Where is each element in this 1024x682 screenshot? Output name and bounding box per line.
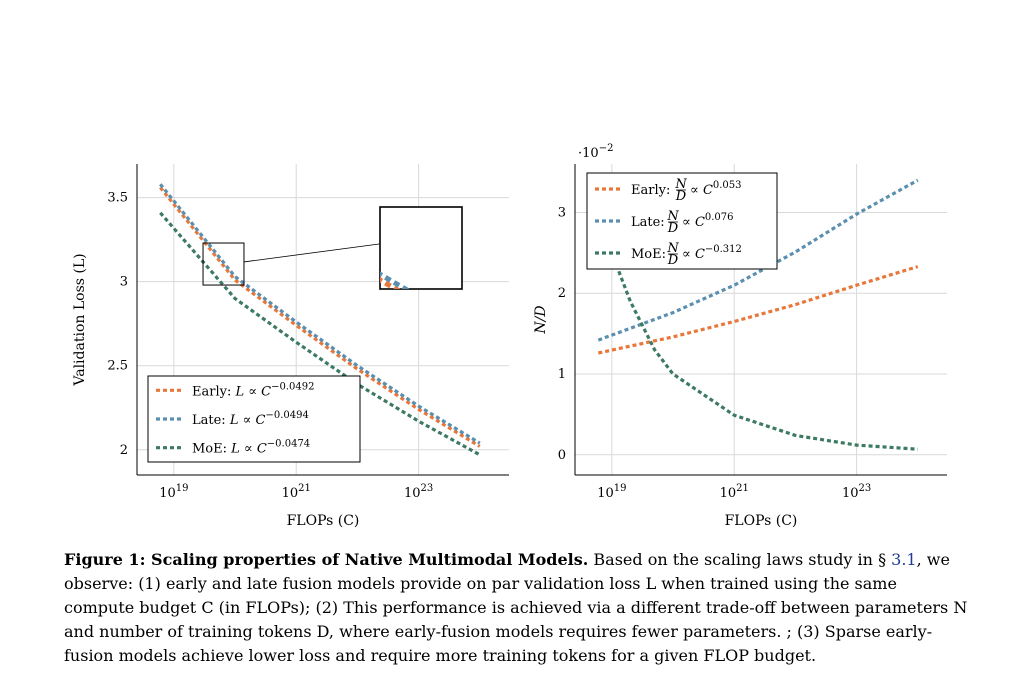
x-tick-base-1: 10	[720, 486, 737, 501]
y-axis-label: N/D	[533, 305, 549, 334]
legend-label-early: Early:	[631, 183, 670, 198]
series-line-late	[597, 178, 919, 342]
legend-c-early: C	[703, 183, 713, 198]
legend-label-moe: MoE:	[631, 247, 666, 262]
legend-label-moe: MoE: L ∝ C−0.0474	[192, 439, 310, 457]
legend-frac-num-moe: N	[666, 241, 679, 256]
x-axis-label: FLOPs (C)	[287, 513, 360, 529]
y-tick-label-3: 3	[558, 205, 566, 220]
y-axis-label: Validation Loss (L)	[72, 253, 88, 386]
zoom-series-moe	[377, 309, 453, 351]
y-multiplier-base: ·10	[578, 146, 599, 161]
legend-name-late: Late:	[192, 413, 230, 428]
legend-frac-den-early: D	[675, 189, 687, 204]
legend-exp-late: 0.076	[705, 212, 734, 223]
series-line-early	[159, 186, 481, 448]
x-tick-label-0: 1019	[159, 483, 188, 501]
x-tick-exp-1: 21	[298, 483, 311, 494]
legend-c-moe: C	[257, 442, 267, 457]
legend-exp-early: 0.053	[713, 180, 742, 191]
legend-frac-den-late: D	[667, 221, 679, 236]
y-tick-label-2: 3	[120, 275, 128, 290]
legend-c-early: C	[261, 384, 271, 399]
legend-frac-num-early: N	[674, 177, 687, 192]
legend-exp-moe: −0.0474	[267, 439, 310, 450]
legend-c-moe: C	[695, 247, 705, 262]
legend-box	[147, 375, 361, 463]
legend-prop-moe: ∝	[240, 442, 257, 457]
x-tick-label-1: 1021	[282, 483, 311, 501]
legend-name-early: Early:	[192, 384, 235, 399]
legend-rest-moe: ∝ C−0.312	[682, 244, 742, 262]
figure-caption: Figure 1: Scaling properties of Native M…	[64, 548, 968, 668]
legend-exp-late: −0.0494	[265, 410, 308, 421]
x-tick-label-2: 1023	[842, 483, 871, 501]
legend-rest-early: ∝ C0.053	[690, 180, 742, 198]
legend-prop-late: ∝	[682, 215, 695, 230]
caption-text-before-ref: Based on the scaling laws study in §	[588, 550, 892, 569]
zoom-source-box	[202, 242, 245, 286]
x-tick-base-2: 10	[842, 486, 859, 501]
zoom-series-early	[380, 277, 401, 289]
x-tick-label-2: 1023	[404, 483, 433, 501]
legend-name-moe: MoE:	[631, 247, 666, 262]
y-tick-label-3: 3.5	[107, 191, 128, 206]
x-tick-exp-2: 23	[421, 483, 434, 494]
y-multiplier-exp: −2	[599, 143, 614, 154]
zoom-series-late	[380, 271, 411, 289]
legend-name-late: Late:	[631, 215, 665, 230]
zoom-inset-box	[379, 206, 463, 290]
y-tick-label-1: 2.5	[107, 359, 128, 374]
legend-exp-early: −0.0492	[271, 381, 314, 392]
y-tick-label-0: 2	[120, 443, 128, 458]
y-tick-label-0: 0	[558, 448, 566, 463]
legend-c-late: C	[695, 215, 705, 230]
x-tick-label-0: 1019	[597, 483, 626, 501]
x-axis-label: FLOPs (C)	[725, 513, 798, 529]
x-tick-exp-0: 19	[614, 483, 627, 494]
legend-prop-moe: ∝	[682, 247, 695, 262]
legend-label-late: Late: L ∝ C−0.0494	[192, 410, 309, 428]
zoom-connector-line	[243, 243, 381, 263]
caption-lead: Figure 1: Scaling properties of Native M…	[64, 550, 589, 569]
caption-text-after-ref: , we observe: (1) early and late fusion …	[64, 550, 968, 665]
y-tick-label-1: 1	[558, 367, 566, 382]
legend-prop-early: ∝	[690, 183, 703, 198]
legend-c-late: C	[256, 413, 266, 428]
legend-label-early: Early: L ∝ C−0.0492	[192, 381, 315, 399]
x-tick-base-0: 10	[159, 486, 176, 501]
x-tick-base-0: 10	[597, 486, 614, 501]
legend-var-early: L	[234, 384, 244, 399]
x-tick-exp-2: 23	[859, 483, 872, 494]
legend-var-moe: L	[230, 442, 240, 457]
x-tick-base-1: 10	[282, 486, 299, 501]
series-line-late	[159, 183, 481, 445]
x-tick-label-1: 1021	[720, 483, 749, 501]
legend-label-late: Late:	[631, 215, 665, 230]
legend-rest-late: ∝ C0.076	[682, 212, 734, 230]
legend-prop-late: ∝	[238, 413, 255, 428]
legend-name-early: Early:	[631, 183, 670, 198]
x-tick-exp-0: 19	[176, 483, 189, 494]
series-line-moe	[596, 203, 918, 451]
legend-frac-num-late: N	[666, 209, 679, 224]
legend-name-moe: MoE:	[192, 442, 231, 457]
x-tick-exp-1: 21	[736, 483, 749, 494]
legend-frac-den-moe: D	[667, 253, 679, 268]
caption-section-ref[interactable]: 3.1	[891, 550, 917, 569]
y-multiplier-label: ·10−2	[578, 143, 613, 161]
legend-exp-moe: −0.312	[705, 244, 742, 255]
y-tick-label-2: 2	[558, 286, 566, 301]
legend-var-late: L	[229, 413, 239, 428]
series-line-early	[597, 265, 919, 355]
zoom-inset-content	[377, 271, 453, 351]
x-tick-base-2: 10	[404, 486, 421, 501]
series-line-moe	[159, 211, 481, 457]
legend-prop-early: ∝	[244, 384, 261, 399]
